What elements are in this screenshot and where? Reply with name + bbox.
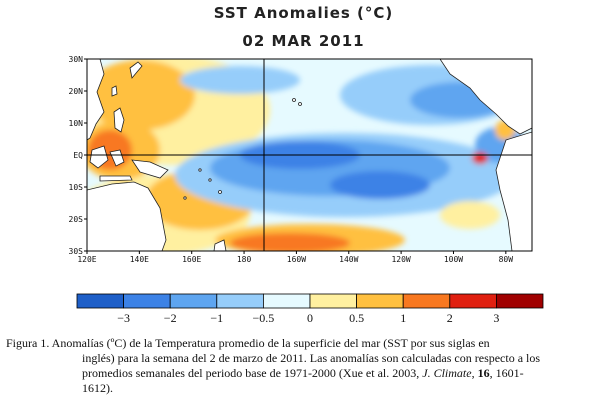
lon-axis: 120E 140E 160E 180 160W 140W 120W 100W 80W xyxy=(77,251,513,264)
colorbar-label: −2 xyxy=(164,311,177,325)
caption-separator: , xyxy=(471,366,478,380)
lat-tick-label: EQ xyxy=(73,151,83,160)
lon-tick-label: 100W xyxy=(444,255,463,264)
caption-pages: , 1601- xyxy=(489,366,524,380)
colorbar: −3 −2 −1 −0.5 0 0.5 1 2 3 xyxy=(76,293,544,325)
lat-tick-label: 20S xyxy=(69,215,84,224)
colorbar-label: −1 xyxy=(210,311,223,325)
sst-anomaly-map: 30N 20N 10N EQ 10S 20S 30S 120E 140E 160E 180 160W… xyxy=(69,55,544,325)
caption-line-1: Figura 1. Anomalías (ºC) de la Temperatu… xyxy=(6,336,490,350)
colorbar-label: 3 xyxy=(493,311,499,325)
colorbar-swatch xyxy=(356,293,404,309)
colorbar-swatch xyxy=(76,293,124,309)
colorbar-label: 2 xyxy=(447,311,453,325)
lon-tick-label: 160W xyxy=(287,255,306,264)
lon-tick-label: 160E xyxy=(182,255,201,264)
caption-journal: J. Climate xyxy=(422,366,472,380)
lat-tick-label: 30S xyxy=(69,247,84,256)
colorbar-label: −0.5 xyxy=(253,311,275,325)
colorbar-label: 0 xyxy=(307,311,313,325)
colorbar-swatch xyxy=(262,293,311,309)
lat-tick-label: 30N xyxy=(69,55,84,64)
colorbar-swatch xyxy=(309,293,357,309)
colorbar-swatch xyxy=(402,293,451,309)
caption-line-4: 1612). xyxy=(82,381,113,395)
lat-tick-label: 20N xyxy=(69,87,84,96)
figure-caption: Figura 1. Anomalías (ºC) de la Temperatu… xyxy=(6,336,600,396)
colorbar-swatch xyxy=(495,293,544,309)
colorbar-label: 0.5 xyxy=(349,311,364,325)
anomaly-field xyxy=(87,59,532,251)
lon-tick-label: 140E xyxy=(130,255,149,264)
caption-volume: 16 xyxy=(477,366,490,380)
lat-tick-label: 10S xyxy=(69,183,84,192)
colorbar-label: −3 xyxy=(117,311,130,325)
colorbar-label: 1 xyxy=(400,311,406,325)
lon-tick-label: 180 xyxy=(237,255,252,264)
lat-tick-label: 10N xyxy=(69,119,84,128)
colorbar-swatch xyxy=(449,293,497,309)
caption-line-3-text: promedios semanales del periodo base de … xyxy=(82,366,423,380)
colorbar-swatch xyxy=(123,293,171,309)
caption-line-3: promedios semanales del periodo base de … xyxy=(6,366,600,381)
lon-tick-label: 120W xyxy=(391,255,410,264)
map-title: SST Anomalies (°C) xyxy=(213,4,394,22)
colorbar-swatch xyxy=(216,293,264,309)
lon-tick-label: 80W xyxy=(499,255,514,264)
lon-tick-label: 140W xyxy=(339,255,358,264)
lat-axis: 30N 20N 10N EQ 10S 20S 30S xyxy=(69,55,87,256)
lon-tick-label: 120E xyxy=(77,255,96,264)
map-date: 02 MAR 2011 xyxy=(242,32,365,50)
caption-line-2: inglés) para la semana del 2 de marzo de… xyxy=(82,351,541,365)
colorbar-swatch xyxy=(169,293,218,309)
